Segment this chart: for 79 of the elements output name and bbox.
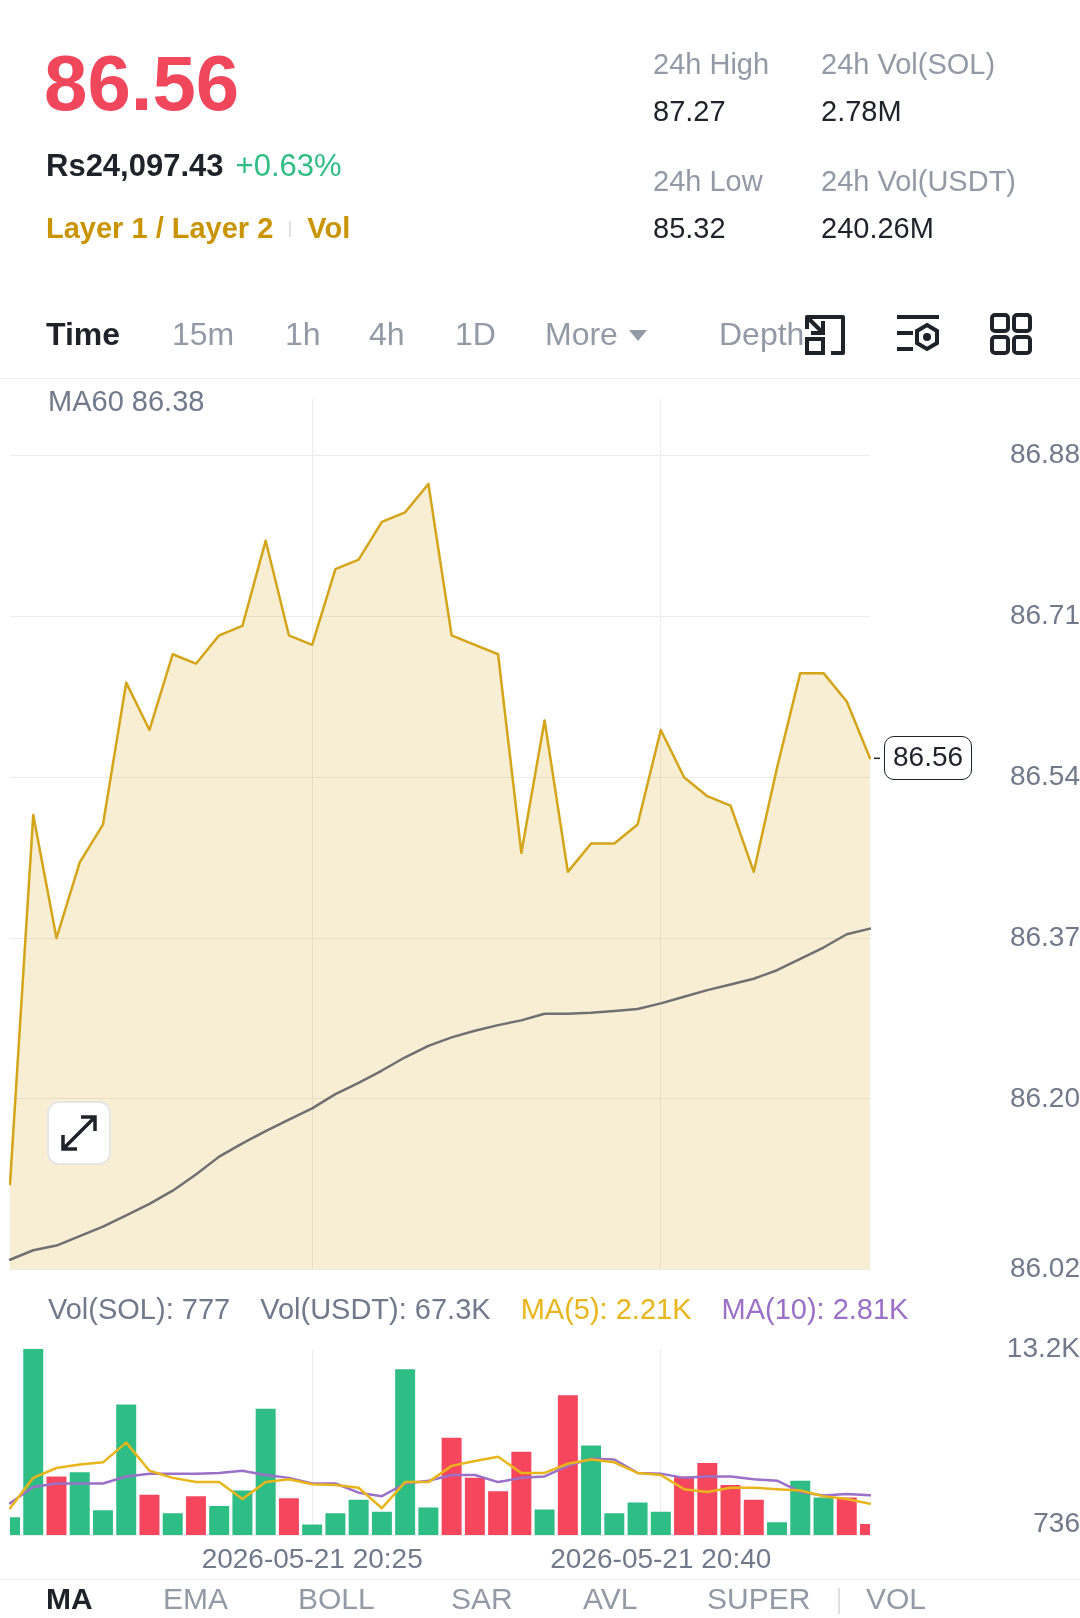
series-label: Vol(SOL): 777	[48, 1293, 231, 1325]
bar	[185, 1496, 206, 1535]
bar	[139, 1494, 160, 1535]
y-tick-label: 86.37	[1009, 920, 1080, 952]
y-tick-label: 86.71	[1009, 599, 1080, 631]
text: 240.26M	[821, 212, 934, 244]
text: Vol(USDT): 67.3K	[260, 1293, 491, 1325]
text: 1D	[455, 316, 496, 353]
ref-line-label: 86.56	[893, 741, 964, 773]
bar	[302, 1524, 323, 1535]
bar	[511, 1451, 532, 1535]
bar	[488, 1491, 509, 1535]
text: EMA	[163, 1582, 229, 1615]
text: Vol	[307, 212, 351, 244]
y-tick-label: 13.2K	[1006, 1331, 1080, 1363]
text: More	[545, 316, 618, 353]
bar	[395, 1369, 416, 1535]
bar	[278, 1498, 299, 1535]
y-tick-label: 86.20	[1009, 1081, 1080, 1113]
text: 24h High	[653, 48, 770, 80]
text: Time	[46, 316, 121, 353]
bar	[116, 1404, 137, 1535]
bar	[441, 1437, 462, 1535]
bar	[348, 1499, 369, 1535]
text: 24h Vol(USDT)	[821, 165, 1017, 197]
bar	[23, 1348, 44, 1535]
bar	[720, 1484, 741, 1535]
text: 86.56	[44, 39, 240, 127]
bar	[650, 1511, 671, 1535]
bar	[767, 1522, 788, 1535]
bar	[371, 1511, 392, 1535]
bar	[69, 1472, 90, 1535]
bar	[836, 1497, 857, 1535]
bar	[534, 1509, 555, 1535]
text: 15m	[172, 316, 235, 353]
bar	[209, 1506, 230, 1535]
bar	[325, 1513, 346, 1535]
bar	[627, 1502, 648, 1535]
bar	[232, 1490, 253, 1535]
text: 1h	[285, 316, 321, 353]
bar	[46, 1476, 67, 1535]
annotation: MA60 86.38	[48, 385, 205, 417]
y-tick-label: 86.02	[1009, 1251, 1080, 1283]
bar	[255, 1408, 276, 1535]
bar	[813, 1497, 834, 1535]
text: Layer 1 / Layer 2	[46, 212, 274, 244]
bar	[674, 1476, 695, 1535]
text: 24h Low	[653, 165, 763, 197]
text: 85.32	[653, 212, 726, 244]
y-tick-label: 736	[1033, 1507, 1080, 1539]
text: SUPER	[707, 1582, 811, 1615]
text: SAR	[451, 1582, 513, 1615]
bar	[790, 1480, 811, 1535]
bar	[162, 1513, 183, 1535]
text: 24h Vol(SOL)	[821, 48, 996, 80]
text: VOL	[866, 1582, 927, 1615]
text: 87.27	[653, 95, 726, 127]
bar	[604, 1513, 625, 1535]
text: Rs24,097.43	[46, 148, 224, 183]
text: BOLL	[298, 1582, 375, 1615]
y-tick-label: 86.88	[1009, 438, 1080, 470]
bar	[418, 1507, 439, 1535]
text: MA(10): 2.81K	[721, 1293, 909, 1325]
x-tick-label: 2026-05-21 20:40	[550, 1542, 772, 1574]
bar	[697, 1463, 718, 1535]
bar	[92, 1510, 113, 1535]
text: 2.78M	[821, 95, 902, 127]
y-tick-label: 86.54	[1009, 759, 1080, 791]
text: AVL	[583, 1582, 638, 1615]
bar	[464, 1477, 485, 1535]
text: Depth	[719, 316, 805, 353]
x-tick-label: 2026-05-21 20:25	[201, 1542, 423, 1574]
text: 4h	[369, 316, 405, 353]
bar	[557, 1395, 578, 1535]
text: MA	[46, 1582, 93, 1615]
bar	[581, 1445, 602, 1535]
bar	[743, 1499, 764, 1535]
text: +0.63%	[235, 148, 342, 183]
text: MA(5): 2.21K	[520, 1293, 692, 1325]
